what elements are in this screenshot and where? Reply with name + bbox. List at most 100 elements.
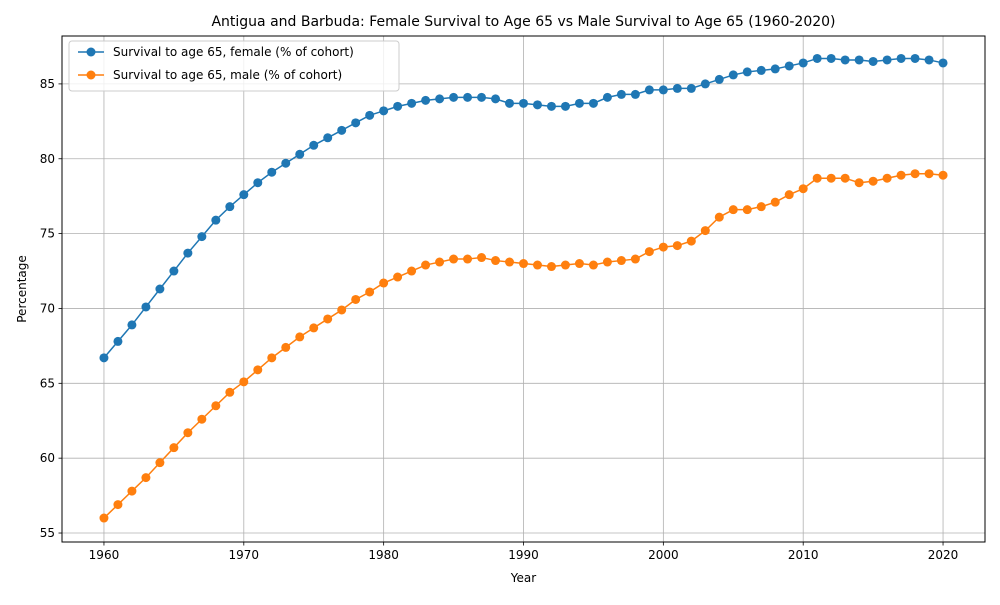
- y-tick-label: 55: [40, 526, 55, 540]
- data-point-male: [630, 254, 640, 264]
- data-point-female: [868, 56, 878, 66]
- data-point-female: [742, 67, 752, 77]
- data-point-male: [658, 242, 668, 252]
- data-point-female: [882, 55, 892, 65]
- data-point-female: [197, 232, 207, 242]
- data-point-male: [868, 176, 878, 186]
- data-point-male: [560, 260, 570, 270]
- data-point-male: [295, 332, 305, 342]
- x-axis-label: Year: [510, 571, 536, 585]
- data-point-male: [798, 184, 808, 194]
- data-point-female: [127, 320, 137, 330]
- y-tick-label: 80: [40, 152, 55, 166]
- data-point-female: [505, 98, 515, 108]
- data-point-male: [407, 266, 417, 276]
- data-point-male: [672, 241, 682, 251]
- y-tick-label: 75: [40, 227, 55, 241]
- grid-layer: [62, 36, 985, 542]
- legend-box: [68, 40, 400, 92]
- data-point-female: [323, 133, 333, 143]
- data-point-male: [826, 173, 836, 183]
- data-point-male: [784, 190, 794, 200]
- data-point-male: [505, 257, 515, 267]
- data-point-male: [127, 486, 137, 496]
- legend-label-female: Survival to age 65, female (% of cohort): [113, 45, 354, 59]
- data-point-male: [546, 262, 556, 272]
- data-point-male: [267, 353, 277, 363]
- data-point-female: [309, 140, 319, 150]
- data-point-male: [742, 205, 752, 215]
- data-point-male: [337, 305, 347, 315]
- data-point-male: [686, 236, 696, 246]
- data-point-female: [532, 100, 542, 110]
- data-point-male: [519, 259, 528, 269]
- data-point-female: [560, 101, 570, 111]
- data-point-female: [770, 64, 780, 74]
- data-point-male: [770, 197, 780, 207]
- data-point-female: [938, 58, 948, 68]
- data-point-male: [309, 323, 319, 333]
- data-point-male: [812, 173, 822, 183]
- legend-marker-female: [86, 47, 96, 57]
- legend: Survival to age 65, female (% of cohort)…: [68, 40, 400, 92]
- data-point-female: [658, 85, 668, 95]
- x-tick-label: 1970: [229, 548, 260, 562]
- data-point-female: [463, 92, 473, 102]
- data-point-female: [644, 85, 654, 95]
- legend-label-male: Survival to age 65, male (% of cohort): [113, 68, 342, 82]
- data-point-female: [449, 92, 459, 102]
- data-point-female: [281, 158, 291, 168]
- data-point-male: [211, 401, 221, 411]
- data-point-male: [532, 260, 542, 270]
- data-point-male: [644, 247, 654, 257]
- y-tick-label: 60: [40, 451, 55, 465]
- data-point-female: [826, 53, 836, 63]
- data-point-male: [281, 342, 291, 352]
- y-tick-label: 70: [40, 301, 55, 315]
- data-point-male: [491, 256, 501, 266]
- data-point-male: [449, 254, 459, 264]
- data-point-male: [183, 428, 193, 438]
- data-point-female: [519, 98, 528, 108]
- data-point-female: [393, 101, 403, 111]
- data-point-female: [491, 94, 501, 104]
- data-point-male: [253, 365, 263, 375]
- data-point-female: [588, 98, 598, 108]
- data-point-female: [616, 89, 626, 99]
- data-point-female: [812, 53, 822, 63]
- data-point-female: [99, 353, 109, 363]
- data-point-male: [882, 173, 892, 183]
- data-point-female: [784, 61, 794, 71]
- chart-title: Antigua and Barbuda: Female Survival to …: [211, 14, 835, 30]
- data-point-male: [602, 257, 612, 267]
- y-tick-label: 85: [40, 77, 55, 91]
- data-point-male: [421, 260, 431, 270]
- data-point-male: [393, 272, 403, 282]
- data-point-female: [421, 95, 431, 105]
- data-point-male: [477, 253, 487, 263]
- data-point-male: [574, 259, 584, 269]
- data-point-female: [756, 65, 766, 75]
- data-point-female: [924, 55, 934, 65]
- data-point-female: [798, 58, 808, 68]
- data-point-male: [588, 260, 598, 270]
- data-point-male: [239, 377, 249, 387]
- data-point-male: [323, 314, 333, 324]
- data-point-male: [155, 458, 165, 468]
- data-point-female: [141, 302, 151, 312]
- x-tick-label: 1980: [368, 548, 399, 562]
- data-point-female: [477, 92, 487, 102]
- data-point-male: [938, 170, 948, 180]
- data-point-male: [728, 205, 738, 215]
- data-point-male: [351, 294, 361, 304]
- data-point-female: [267, 167, 277, 177]
- data-point-male: [197, 414, 207, 424]
- data-point-male: [113, 500, 123, 510]
- x-tick-label: 1990: [508, 548, 539, 562]
- data-point-female: [840, 55, 850, 65]
- data-point-female: [714, 74, 724, 84]
- data-point-male: [700, 226, 710, 236]
- x-tick-label: 2010: [788, 548, 819, 562]
